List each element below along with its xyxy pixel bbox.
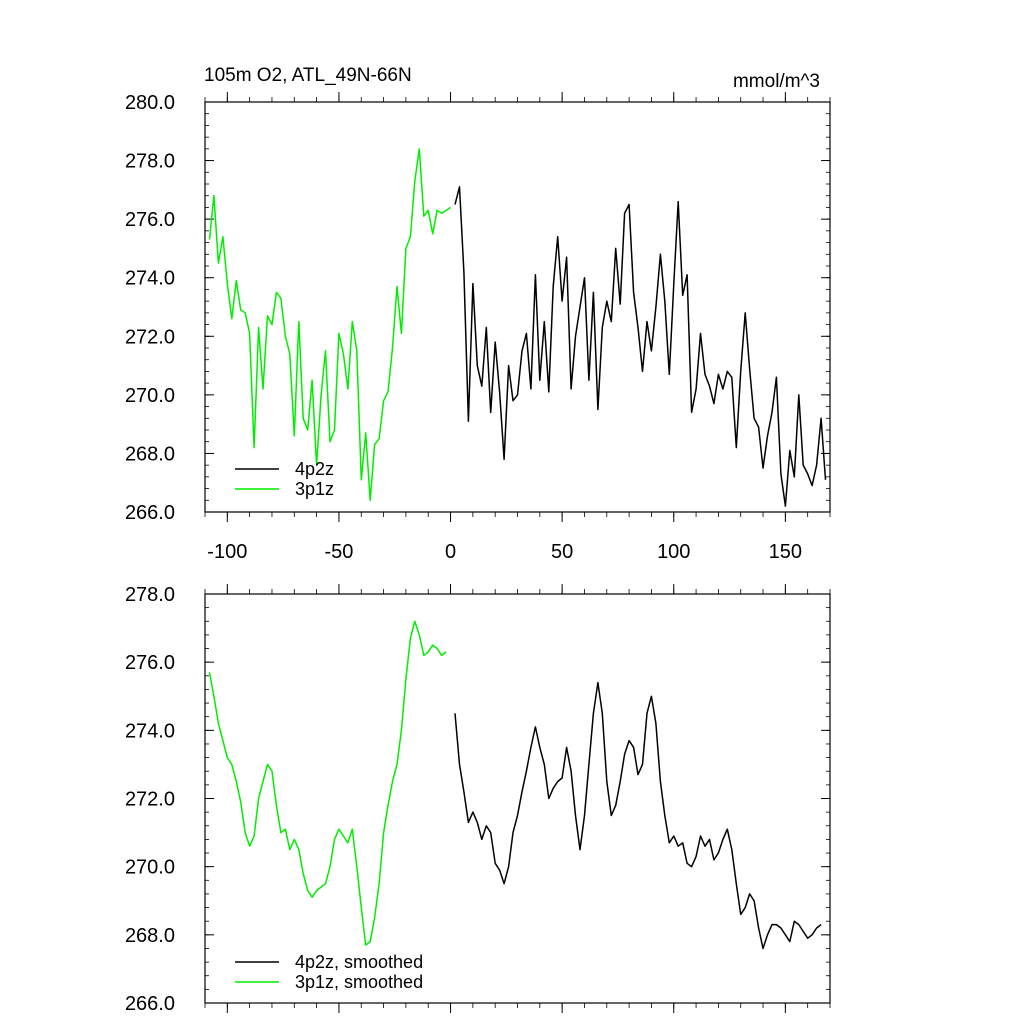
series-line-3p1z-smoothed	[208, 620, 447, 946]
y-tick-label: 266.0	[125, 502, 175, 524]
top-panel: 105m O2, ATL_49N-66N mmol/m^3 266.0 268.0…	[125, 65, 831, 563]
y-tick-label: 280.0	[125, 92, 175, 114]
chart-title: 105m O2, ATL_49N-66N	[204, 65, 412, 86]
legend-label: 4p2z, smoothed	[295, 952, 423, 972]
x-tick-label: 0	[445, 541, 456, 563]
y-tick-label: 274.0	[125, 268, 175, 290]
x-tick-label: -50	[324, 541, 353, 563]
x-tick-label: -100	[207, 541, 247, 563]
x-tick-label: 100	[657, 541, 690, 563]
x-tick-label: 150	[769, 541, 802, 563]
series-line-4p2z-smoothed	[454, 681, 822, 950]
y-tick-label: 270.0	[125, 385, 175, 407]
y-tick-label: 276.0	[125, 652, 175, 674]
legend-label: 4p2z	[295, 459, 334, 479]
y-tick-label: 276.0	[125, 209, 175, 231]
y-tick-label: 278.0	[125, 151, 175, 173]
y-tick-label: 268.0	[125, 925, 175, 947]
plot-frame	[204, 593, 831, 1004]
y-tick-label: 278.0	[125, 584, 175, 606]
x-tick-label: 50	[551, 541, 573, 563]
series-line-4p2z	[454, 186, 827, 507]
bottom-panel: 266.0 268.0 270.0 272.0 274.0 276.0 278.0 4p2z,…	[125, 584, 831, 1015]
y-tick-label: 270.0	[125, 857, 175, 879]
y-tick-label: 268.0	[125, 443, 175, 465]
legend-label: 3p1z	[295, 479, 334, 499]
y-tick-label: 272.0	[125, 326, 175, 348]
units-label: mmol/m^3	[733, 71, 820, 92]
y-tick-label: 266.0	[125, 993, 175, 1015]
legend-label: 3p1z, smoothed	[295, 972, 423, 992]
series-line-3p1z	[208, 148, 451, 502]
y-tick-label: 272.0	[125, 789, 175, 811]
y-tick-label: 274.0	[125, 720, 175, 742]
plot-frame	[204, 101, 831, 513]
